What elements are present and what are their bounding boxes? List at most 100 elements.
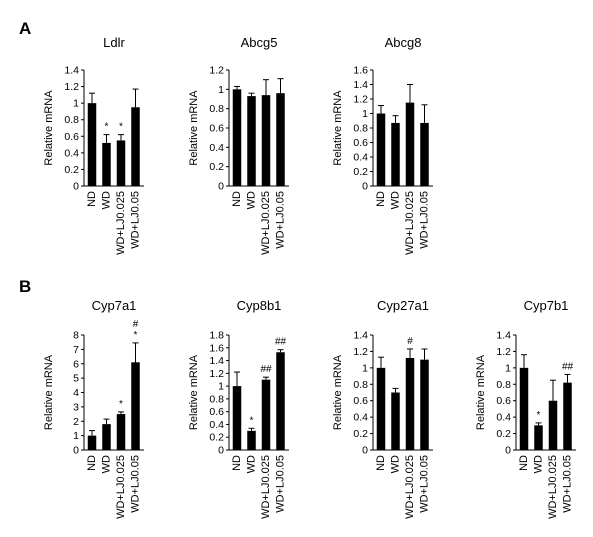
significance-marker: * bbox=[119, 122, 123, 133]
bar bbox=[87, 435, 97, 450]
bar-chart-ldlr: Ldlr 0 0.2 0.4 0.6 0.8 1 1.2 1.4 Relative mRNA ND *… bbox=[43, 35, 144, 255]
category-label: WD bbox=[246, 191, 258, 209]
category-label: WD+LJ0.025 bbox=[547, 455, 559, 519]
bar bbox=[102, 142, 111, 186]
y-tick-label: 5 bbox=[73, 373, 79, 385]
y-tick-label: 8 bbox=[73, 330, 79, 342]
category-label: WD+LJ0.05 bbox=[419, 455, 431, 513]
y-tick-label: 4 bbox=[73, 387, 79, 399]
bar bbox=[247, 96, 256, 186]
y-tick-label: 0.6 bbox=[209, 123, 224, 135]
y-tick-label: 0.8 bbox=[209, 103, 224, 115]
category-label: WD+LJ0.025 bbox=[404, 455, 416, 519]
y-tick-label: 0.2 bbox=[353, 166, 368, 178]
y-tick-label: 1.4 bbox=[353, 330, 368, 342]
y-tick-label: 1 bbox=[73, 430, 79, 442]
category-label: WD bbox=[101, 191, 113, 209]
y-tick-label: 0 bbox=[505, 445, 511, 457]
category-label: ND bbox=[231, 191, 243, 207]
category-label: WD+LJ0.025 bbox=[115, 455, 127, 519]
chart-title: Cyp7b1 bbox=[524, 298, 569, 313]
category-label: WD bbox=[533, 455, 545, 473]
y-tick-label: 1 bbox=[218, 381, 224, 393]
y-tick-label: 1.4 bbox=[209, 355, 224, 367]
bar bbox=[247, 430, 256, 450]
bar bbox=[391, 122, 400, 186]
y-tick-label: 1.8 bbox=[209, 330, 224, 342]
y-axis-label: Relative mRNA bbox=[43, 354, 55, 430]
significance-marker: ## bbox=[275, 337, 287, 348]
category-label: ND bbox=[375, 191, 387, 207]
significance-marker: * bbox=[250, 415, 254, 426]
category-label: WD+LJ0.025 bbox=[404, 191, 416, 255]
significance-marker: * bbox=[134, 330, 138, 341]
chart-title: Ldlr bbox=[103, 35, 125, 50]
y-tick-label: 7 bbox=[73, 344, 79, 356]
category-label: WD+LJ0.025 bbox=[115, 191, 127, 255]
y-tick-label: 0.2 bbox=[209, 432, 224, 444]
y-tick-label: 0 bbox=[73, 181, 79, 193]
category-label: WD+LJ0.05 bbox=[130, 455, 142, 513]
y-tick-label: 0.4 bbox=[353, 152, 368, 164]
y-tick-label: 0.4 bbox=[496, 412, 511, 424]
significance-marker: # bbox=[133, 319, 139, 330]
bar-chart-abcg8: Abcg8 0 0.2 0.4 0.6 0.8 1 1.2 1.4 1.6 Relative mRN… bbox=[332, 35, 433, 255]
category-label: WD+LJ0.05 bbox=[562, 455, 574, 513]
bar bbox=[376, 113, 386, 186]
bar bbox=[116, 140, 126, 186]
category-label: WD+LJ0.05 bbox=[275, 455, 287, 513]
y-tick-label: 0 bbox=[218, 445, 224, 457]
significance-marker: ## bbox=[562, 361, 574, 372]
y-tick-label: 1 bbox=[218, 84, 224, 96]
bar bbox=[563, 382, 572, 450]
category-label: WD+LJ0.025 bbox=[260, 455, 272, 519]
y-tick-label: 0 bbox=[362, 181, 368, 193]
y-tick-label: 1.4 bbox=[64, 65, 79, 77]
y-axis-label: Relative mRNA bbox=[188, 354, 200, 430]
y-tick-label: 2 bbox=[73, 416, 79, 428]
y-tick-label: 1 bbox=[362, 108, 368, 120]
significance-marker: # bbox=[407, 336, 413, 347]
y-tick-label: 0.8 bbox=[496, 379, 511, 391]
y-tick-label: 0.8 bbox=[209, 393, 224, 405]
y-axis-label: Relative mRNA bbox=[475, 354, 487, 430]
bar bbox=[261, 379, 271, 450]
chart-title: Abcg8 bbox=[385, 35, 422, 50]
y-tick-label: 0.2 bbox=[64, 164, 79, 176]
y-tick-label: 0.4 bbox=[209, 142, 224, 154]
category-label: WD bbox=[390, 455, 402, 473]
bar bbox=[405, 102, 415, 186]
y-tick-label: 1.2 bbox=[353, 346, 368, 358]
y-tick-label: 1.2 bbox=[64, 81, 79, 93]
category-label: ND bbox=[518, 455, 530, 471]
category-label: ND bbox=[231, 455, 243, 471]
y-tick-label: 1.2 bbox=[209, 65, 224, 77]
bar bbox=[261, 95, 271, 186]
y-axis-label: Relative mRNA bbox=[332, 354, 344, 430]
bar bbox=[102, 424, 111, 450]
category-label: WD+LJ0.05 bbox=[130, 191, 142, 249]
y-tick-label: 0 bbox=[362, 445, 368, 457]
category-label: WD bbox=[390, 191, 402, 209]
chart-title: Abcg5 bbox=[241, 35, 278, 50]
chart-title: Cyp27a1 bbox=[377, 298, 429, 313]
y-axis-label: Relative mRNA bbox=[332, 90, 344, 166]
category-label: WD+LJ0.05 bbox=[275, 191, 287, 249]
bar bbox=[420, 359, 429, 450]
y-tick-label: 0.2 bbox=[209, 161, 224, 173]
bar-chart-cyp8b1: Cyp8b1 00.20.40.60.811.21.41.61.8 Relative… bbox=[188, 298, 289, 519]
y-tick-label: 1 bbox=[362, 362, 368, 374]
category-label: ND bbox=[375, 455, 387, 471]
bar bbox=[232, 386, 242, 450]
significance-marker: * bbox=[105, 122, 109, 133]
bar bbox=[232, 89, 242, 186]
bar bbox=[276, 352, 285, 450]
category-label: WD bbox=[246, 455, 258, 473]
y-tick-label: 6 bbox=[73, 358, 79, 370]
y-tick-label: 0 bbox=[73, 445, 79, 457]
y-axis-label: Relative mRNA bbox=[188, 90, 200, 166]
chart-title: Cyp8b1 bbox=[237, 298, 282, 313]
y-tick-label: 1.2 bbox=[496, 346, 511, 358]
